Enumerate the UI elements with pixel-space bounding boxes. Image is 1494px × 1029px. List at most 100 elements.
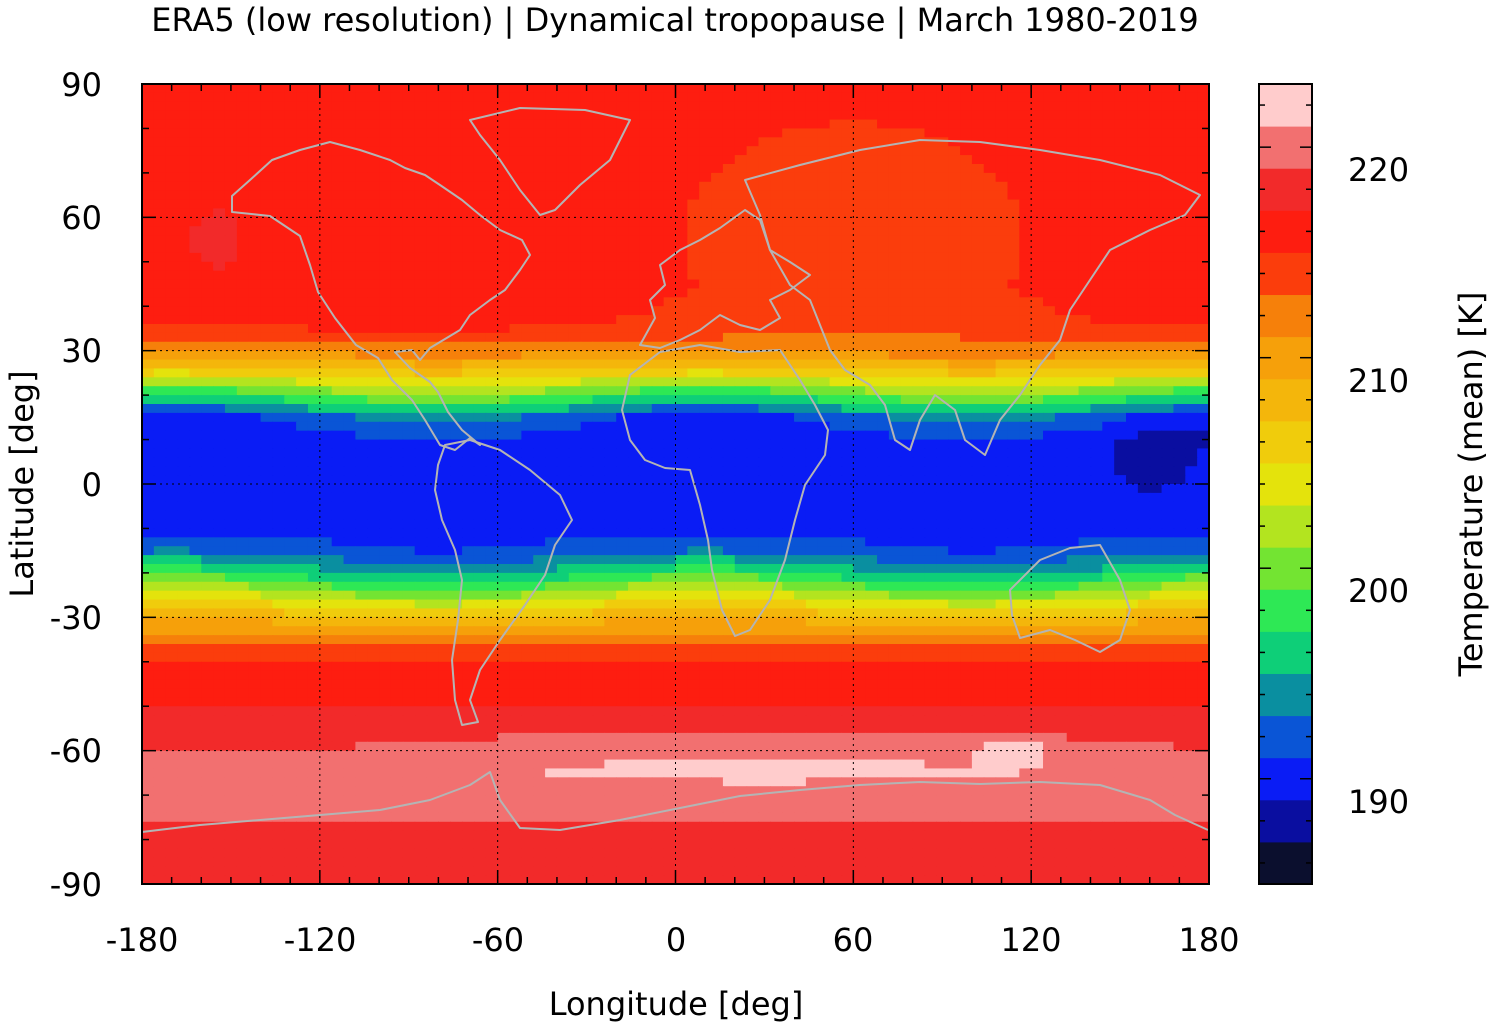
field-cell bbox=[450, 306, 463, 316]
field-cell bbox=[414, 119, 428, 130]
field-cell bbox=[687, 412, 700, 423]
field-cell bbox=[1149, 510, 1163, 521]
field-cell bbox=[165, 101, 179, 112]
field-cell bbox=[960, 146, 973, 156]
field-cell bbox=[699, 377, 712, 387]
field-cell bbox=[936, 492, 949, 503]
field-cell bbox=[639, 572, 653, 583]
field-cell bbox=[770, 564, 783, 574]
field-cell bbox=[888, 226, 902, 236]
field-cell bbox=[142, 324, 155, 334]
field-cell bbox=[1161, 92, 1175, 103]
field-cell bbox=[1090, 448, 1103, 458]
field-cell bbox=[284, 341, 297, 352]
field-cell bbox=[497, 172, 511, 183]
field-cell bbox=[1054, 448, 1068, 458]
field-cell bbox=[592, 466, 605, 476]
field-cell bbox=[592, 359, 605, 370]
field-cell bbox=[213, 315, 226, 325]
field-cell bbox=[687, 244, 700, 254]
field-cell bbox=[248, 350, 262, 361]
field-cell bbox=[592, 528, 605, 538]
field-cell bbox=[414, 101, 428, 112]
field-cell bbox=[960, 208, 973, 218]
field-cell bbox=[663, 537, 677, 547]
field-cell bbox=[1066, 119, 1080, 130]
field-cell bbox=[272, 546, 285, 556]
field-cell bbox=[592, 270, 605, 281]
field-cell bbox=[699, 519, 712, 530]
field-cell bbox=[604, 466, 617, 476]
field-cell bbox=[995, 101, 1009, 112]
field-cell bbox=[960, 501, 973, 512]
field-cell bbox=[201, 110, 214, 121]
field-cell bbox=[521, 306, 534, 316]
field-cell bbox=[201, 546, 214, 556]
field-cell bbox=[924, 146, 937, 156]
field-cell bbox=[1054, 252, 1068, 263]
field-cell bbox=[545, 270, 558, 281]
field-cell bbox=[675, 288, 688, 298]
field-cell bbox=[142, 315, 155, 325]
field-cell bbox=[604, 244, 617, 254]
field-cell bbox=[355, 235, 368, 245]
field-cell bbox=[367, 181, 380, 192]
field-cell bbox=[888, 404, 902, 414]
field-cell bbox=[746, 315, 760, 325]
field-cell bbox=[1114, 395, 1127, 405]
field-cell bbox=[213, 324, 226, 334]
field-cell bbox=[734, 324, 748, 334]
field-cell bbox=[379, 395, 392, 405]
field-cell bbox=[734, 412, 748, 423]
field-cell bbox=[1043, 199, 1056, 210]
field-cell bbox=[545, 341, 558, 352]
field-cell bbox=[438, 101, 451, 112]
field-cell bbox=[936, 404, 949, 414]
field-cell bbox=[960, 252, 973, 263]
field-cell bbox=[213, 395, 226, 405]
field-cell bbox=[900, 466, 914, 476]
field-cell bbox=[1078, 510, 1092, 521]
field-cell bbox=[426, 501, 439, 512]
field-cell bbox=[426, 261, 439, 272]
field-cell bbox=[248, 199, 262, 210]
field-cell bbox=[782, 155, 795, 165]
field-cell bbox=[497, 368, 511, 378]
field-cell bbox=[307, 564, 321, 574]
field-cell bbox=[142, 217, 155, 227]
field-cell bbox=[556, 199, 570, 210]
field-cell bbox=[142, 297, 155, 307]
field-cell bbox=[1007, 288, 1020, 298]
field-cell bbox=[995, 306, 1009, 316]
field-cell bbox=[260, 244, 274, 254]
field-cell bbox=[165, 288, 179, 298]
field-cell bbox=[711, 119, 724, 130]
field-cell bbox=[260, 324, 274, 334]
field-cell bbox=[450, 341, 463, 352]
field-cell bbox=[1173, 377, 1186, 387]
field-cell bbox=[201, 84, 214, 94]
field-cell bbox=[142, 119, 155, 130]
field-cell bbox=[284, 439, 297, 450]
field-cell bbox=[402, 439, 416, 450]
field-cell bbox=[592, 190, 605, 201]
field-cell bbox=[877, 199, 890, 210]
field-cell bbox=[675, 359, 688, 370]
field-cell bbox=[1019, 288, 1032, 298]
field-cell bbox=[355, 466, 368, 476]
field-cell bbox=[189, 190, 202, 201]
field-cell bbox=[426, 164, 439, 174]
field-cell bbox=[1185, 492, 1198, 503]
field-cell bbox=[1185, 172, 1198, 183]
field-cell bbox=[153, 315, 167, 325]
field-cell bbox=[936, 128, 949, 138]
field-cell bbox=[1078, 146, 1092, 156]
field-cell bbox=[1114, 190, 1127, 201]
field-cell bbox=[509, 537, 522, 547]
field-cell bbox=[355, 155, 368, 165]
field-cell bbox=[177, 128, 191, 138]
field-cell bbox=[213, 279, 226, 290]
field-cell bbox=[888, 510, 902, 521]
field-cell bbox=[628, 92, 641, 103]
field-cell bbox=[390, 226, 404, 236]
